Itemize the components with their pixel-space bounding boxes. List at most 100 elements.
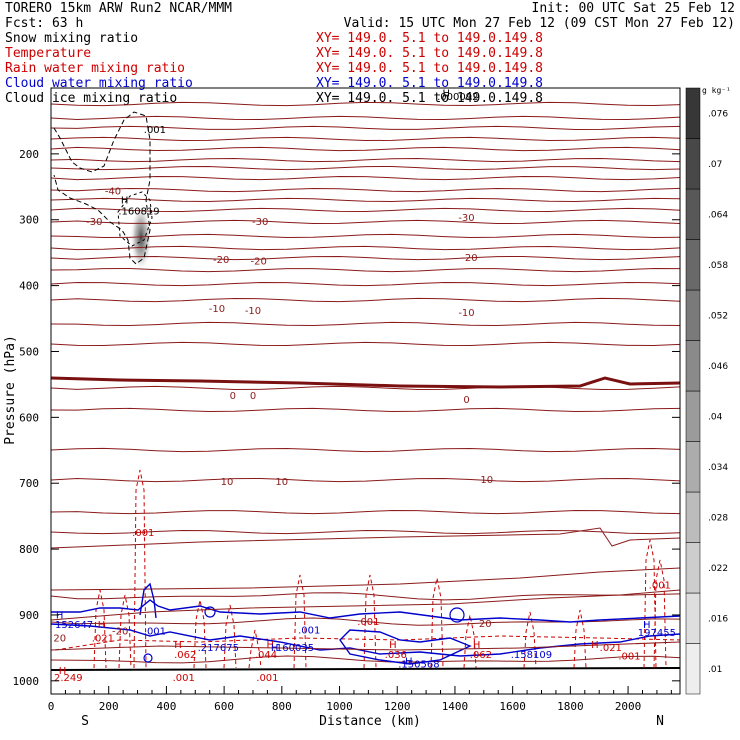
plot-area: .001-40H.160819-30 -30 -30-20 -20 -20-10 -10-… [51, 89, 680, 684]
contour-label: .217675 [198, 643, 239, 654]
header-valid: Valid: 15 UTC Mon 27 Feb 12 (09 CST Mon … [344, 16, 735, 31]
contour-label: H [121, 195, 129, 206]
contour-label: .021 [600, 643, 622, 654]
contour-label: .001 [256, 673, 278, 684]
isotherm-line [51, 527, 680, 549]
contour-label: 2.249 [54, 673, 83, 684]
rain-water-contour [118, 594, 132, 669]
colorbar-tick-label: .064 [708, 210, 728, 220]
rain-water-contour [523, 611, 537, 669]
contour-label: H [267, 640, 275, 651]
isotherm-line [51, 655, 680, 664]
plot-frame [50, 87, 681, 695]
rain-water-contour [363, 574, 377, 669]
colorbar-tick-label: .052 [708, 311, 728, 321]
contour-label: .001 [173, 673, 195, 684]
contour-label: .001 [357, 617, 379, 628]
isotherm-line [51, 297, 680, 303]
rain-water-contour [643, 539, 657, 669]
y-tick-label: 600 [19, 411, 39, 424]
x-tick-label: 0 [48, 700, 55, 713]
contour-label: .000092 [437, 92, 478, 103]
contour-label: -10 [458, 308, 474, 319]
y-tick-label: 400 [19, 280, 39, 293]
isotherm-line [51, 115, 680, 121]
contour-label: -10 [245, 306, 261, 317]
contour-label: H [56, 610, 64, 621]
isotherm-line [51, 245, 680, 251]
contour-label: .001 [132, 528, 154, 539]
isotherm-line [51, 589, 680, 621]
cloud-water-contour [339, 629, 472, 665]
colorbar-segment [685, 441, 701, 493]
y-tick-label: 1000 [13, 675, 40, 688]
rain-water-contour [93, 589, 107, 669]
x-tick-label: 400 [156, 700, 176, 713]
cloud-ice-contour [53, 111, 151, 265]
colorbar-segment [685, 138, 701, 190]
contour-label: .001 [649, 581, 671, 592]
cloud-water-contour [449, 607, 465, 623]
isotherm-line [51, 255, 680, 261]
north-endpoint-label: N [656, 714, 664, 729]
y-tick-label: 900 [19, 609, 39, 622]
contour-label: 152647 [55, 620, 93, 631]
snow-contour [117, 191, 153, 247]
isotherm-line [51, 157, 680, 163]
contour-label: H [405, 656, 413, 667]
isotherm-line [51, 233, 680, 239]
isotherm-line [51, 197, 680, 203]
legend-label-cloud-water: Cloud water mixing ratio [5, 76, 193, 91]
header-init: Init: 00 UTC Sat 25 Feb 12 [532, 1, 736, 16]
contour-label: -10 [209, 304, 225, 315]
contour-label: H [98, 620, 106, 631]
contour-label: H [443, 89, 451, 100]
contour-label: 20 [479, 619, 492, 630]
rain-water-contour [223, 604, 237, 669]
colorbar-segment [685, 592, 701, 644]
isotherm-line [51, 219, 680, 225]
surface-line [51, 667, 680, 671]
colorbar-segment [685, 289, 701, 341]
colorbar-segment [685, 542, 701, 594]
isotherm-line [51, 509, 680, 515]
colorbar-unit: g kg⁻¹ [702, 86, 731, 95]
colorbar-segment [685, 491, 701, 543]
isotherm-line [51, 341, 680, 347]
isotherm-line [51, 641, 680, 651]
contour-label: 0 [250, 391, 256, 402]
isotherm-line [51, 321, 680, 327]
colorbar-tick-label: .07 [708, 160, 722, 170]
contour-label: H [473, 640, 481, 651]
rain-water-contour [430, 577, 444, 669]
isotherm-line [51, 567, 680, 591]
rain-water-contour [573, 609, 587, 669]
contour-label: -20 [112, 627, 128, 638]
x-tick-label: 1400 [442, 700, 469, 713]
isotherm-line [51, 407, 680, 413]
contour-label: .062 [174, 650, 196, 661]
y-axis-title: Pressure (hPa) [3, 335, 18, 445]
colorbar-tick-label: .076 [708, 109, 728, 119]
colorbar: .01 .016 .022 .028 .034 .04 .046 .052 .058 .064 .0… [685, 87, 728, 695]
isotherm-line [51, 477, 680, 483]
legend-label-temperature: Temperature [5, 46, 91, 61]
isotherm-line [51, 187, 680, 193]
x-axis-title: Distance (km) [319, 714, 421, 729]
isotherm-line [51, 592, 680, 601]
contour-label: H [59, 666, 67, 677]
contour-label: .062 [470, 650, 492, 661]
contour-label: -30 [86, 217, 102, 228]
legend-label-rain: Rain water mixing ratio [5, 61, 185, 76]
legend-xy-temperature: XY= 149.0. 5.1 to 149.0.149.8 [316, 46, 543, 61]
legend-label-snow: Snow mixing ratio [5, 31, 138, 46]
south-endpoint-label: S [81, 714, 89, 729]
isotherm-line [51, 175, 680, 181]
isotherm-line [51, 136, 680, 142]
contour-label: .158109 [511, 650, 552, 661]
legend-xy-rain: XY= 149.0. 5.1 to 149.0.149.8 [316, 61, 543, 76]
isotherm-line [51, 281, 680, 287]
contour-label: H [271, 643, 279, 654]
contour-label: .150568 [398, 660, 439, 671]
